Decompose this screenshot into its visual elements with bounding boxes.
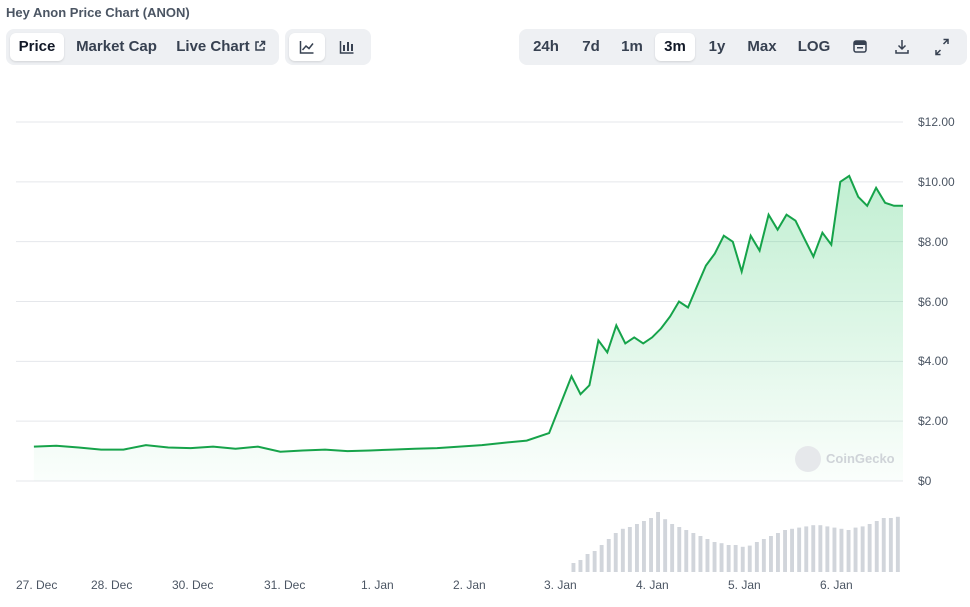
volume-bar [656, 512, 660, 572]
volume-bar [811, 525, 816, 572]
volume-bar [684, 530, 689, 572]
volume-bar [733, 545, 738, 572]
volume-bar [846, 530, 851, 572]
range-selector: 24h 7d 1m 3m 1y Max LOG [519, 29, 967, 65]
volume-bar [698, 536, 703, 572]
y-tick-label: $2.00 [918, 414, 949, 429]
chart-tabs: Price Market Cap Live Chart [6, 29, 279, 65]
volume-bar [719, 543, 724, 572]
price-area [33, 175, 903, 481]
volume-bars [571, 512, 900, 572]
volume-bar [670, 524, 675, 572]
x-tick-label: 5. Jan [728, 578, 761, 592]
x-tick-label: 4. Jan [636, 578, 669, 592]
volume-bar [585, 554, 590, 572]
volume-bar [740, 546, 745, 572]
range-log[interactable]: LOG [797, 38, 831, 55]
download-icon [895, 40, 909, 54]
y-tick-label: $0 [918, 474, 932, 488]
volume-bar [853, 527, 858, 572]
x-tick-label: 28. Dec [91, 578, 133, 592]
volume-bar [606, 539, 611, 572]
volume-bar [867, 524, 872, 572]
y-tick-label: $8.00 [918, 234, 949, 249]
volume-bar [592, 551, 597, 572]
watermark: CoinGecko [826, 451, 895, 466]
volume-bar [571, 563, 576, 572]
volume-bar [783, 530, 787, 572]
volume-bar [691, 533, 696, 572]
line-chart-button[interactable] [289, 33, 325, 61]
expand-icon [935, 38, 949, 56]
chart-view-toggle [285, 29, 371, 65]
volume-bar [620, 528, 625, 572]
tab-market-cap[interactable]: Market Cap [76, 38, 157, 55]
calendar-icon [853, 40, 867, 53]
x-tick-label: 1. Jan [361, 578, 394, 592]
volume-bar [804, 526, 809, 572]
range-1m[interactable]: 1m [621, 38, 643, 55]
tab-live-chart[interactable]: Live Chart [171, 33, 271, 61]
volume-bar [839, 528, 844, 572]
volume-bar [860, 526, 865, 572]
volume-bar [712, 542, 717, 572]
coingecko-logo-icon [795, 446, 821, 472]
y-tick-label: $10.00 [918, 174, 955, 189]
tab-price[interactable]: Price [10, 33, 64, 61]
range-24h[interactable]: 24h [533, 38, 559, 55]
x-tick-label: 2. Jan [453, 578, 486, 592]
volume-bar [663, 519, 668, 572]
x-tick-label: 6. Jan [820, 578, 853, 592]
candlestick-chart-icon [339, 41, 354, 54]
volume-bar [754, 542, 759, 572]
volume-bar [627, 527, 632, 572]
range-3m[interactable]: 3m [655, 33, 695, 61]
external-link-icon [255, 40, 266, 51]
volume-bar [635, 524, 639, 572]
y-tick-label: $6.00 [918, 294, 949, 309]
range-max[interactable]: Max [747, 38, 777, 55]
volume-bar [797, 527, 802, 572]
volume-bar [888, 518, 893, 572]
y-tick-label: $12.00 [918, 115, 955, 129]
candlestick-chart-button[interactable] [329, 33, 365, 61]
volume-bar [747, 545, 752, 572]
line-chart-icon [299, 41, 314, 54]
range-7d[interactable]: 7d [582, 38, 600, 55]
volume-bar [769, 536, 773, 572]
y-tick-label: $4.00 [918, 354, 949, 369]
volume-bar [705, 539, 710, 572]
range-1y[interactable]: 1y [708, 38, 726, 55]
x-tick-label: 30. Dec [172, 578, 214, 592]
x-tick-label: 31. Dec [264, 578, 306, 592]
fullscreen-button[interactable] [927, 33, 957, 61]
volume-bar [613, 533, 618, 572]
volume-bar [818, 525, 823, 572]
volume-bar [649, 518, 653, 572]
volume-bar [761, 539, 766, 572]
volume-bar [642, 521, 646, 572]
download-button[interactable] [887, 33, 917, 61]
x-tick-label: 27. Dec [16, 578, 58, 592]
x-tick-label: 3. Jan [544, 578, 577, 592]
volume-bar [578, 560, 583, 572]
volume-bar [677, 527, 682, 572]
volume-bar [874, 521, 879, 572]
volume-bar [726, 545, 731, 572]
live-chart-label: Live Chart [176, 38, 250, 55]
price-line [33, 174, 903, 453]
volume-bar [825, 526, 830, 572]
volume-bar [790, 528, 794, 572]
chart-title: Hey Anon Price Chart (ANON) [6, 5, 190, 20]
volume-bar [832, 527, 837, 572]
volume-bar [776, 533, 780, 572]
volume-bar [895, 516, 900, 572]
volume-bar [599, 545, 604, 572]
date-picker-button[interactable] [845, 33, 875, 61]
volume-bar [881, 518, 886, 572]
